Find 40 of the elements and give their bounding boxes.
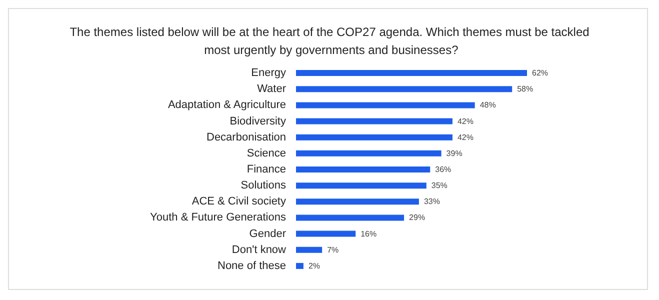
bar <box>296 150 442 156</box>
y-tick-label: Youth & Future Generations <box>150 212 286 224</box>
data-label: 36% <box>435 165 452 174</box>
bar <box>296 86 512 92</box>
y-tick-label: Biodiversity <box>230 115 286 128</box>
y-tick-label: Don't know <box>232 244 286 256</box>
data-label: 33% <box>424 197 440 206</box>
data-label: 29% <box>409 213 426 222</box>
data-label: 35% <box>431 181 448 190</box>
data-label: 2% <box>308 261 320 270</box>
bar <box>296 70 527 76</box>
y-tick-label: Adaptation & Agriculture <box>168 99 286 112</box>
y-tick-label: Science <box>246 147 286 160</box>
data-label: 58% <box>517 84 534 94</box>
chart-title: The themes listed below will be at the heart of the COP27 agenda. Which themes must be tackled most urgently by governments and businesses? <box>70 25 590 57</box>
data-label: 16% <box>360 229 377 238</box>
y-tick-label: ACE & Civil society <box>192 196 286 208</box>
y-tick-label: None of these <box>218 260 286 272</box>
data-label: 48% <box>480 100 496 110</box>
bar <box>296 246 322 253</box>
bar <box>296 182 426 189</box>
data-label: 39% <box>446 148 462 158</box>
bar <box>296 262 304 269</box>
y-tick-label: Solutions <box>240 180 286 192</box>
bar <box>296 102 475 108</box>
data-label: 42% <box>457 116 474 126</box>
y-tick-label: Finance <box>246 164 286 176</box>
y-tick-label: Gender <box>249 228 286 240</box>
data-label: 42% <box>457 132 474 142</box>
bar <box>296 198 419 205</box>
y-tick-label: Energy <box>251 67 286 80</box>
data-label: 62% <box>532 68 548 78</box>
bar <box>296 134 452 140</box>
y-tick-label: Water <box>257 83 286 96</box>
bar <box>296 166 430 172</box>
y-tick-label: Decarbonisation <box>206 131 286 144</box>
data-label: 7% <box>327 245 339 254</box>
bar <box>296 230 356 237</box>
bar <box>296 214 404 221</box>
bar <box>296 118 452 124</box>
